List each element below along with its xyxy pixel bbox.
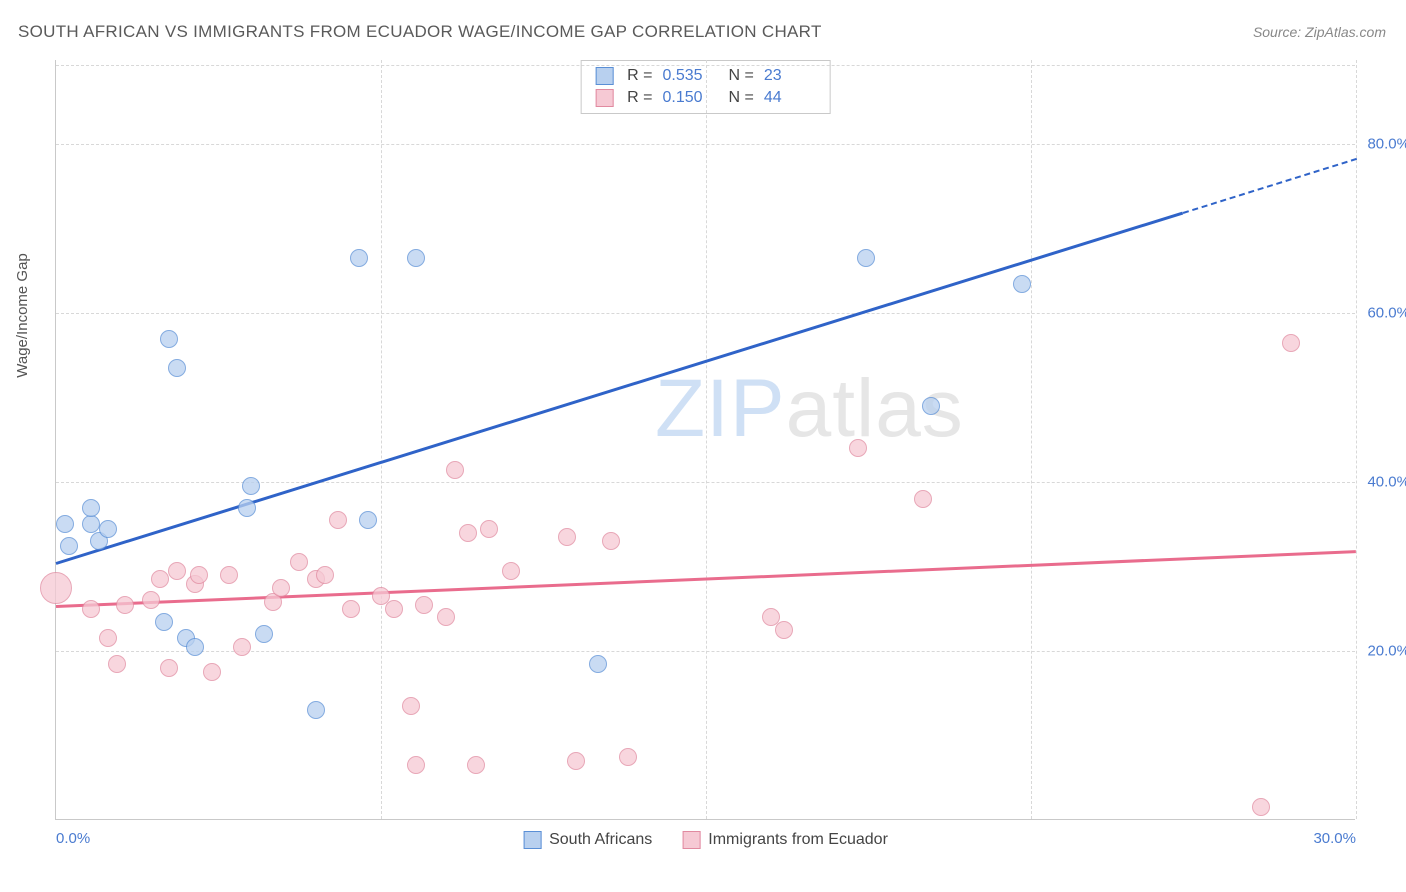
data-point	[480, 520, 498, 538]
stat-n-label: N =	[729, 67, 754, 85]
legend-label: Immigrants from Ecuador	[708, 831, 888, 849]
gridline-vertical	[381, 60, 382, 819]
data-point	[589, 655, 607, 673]
data-point	[238, 499, 256, 517]
data-point	[160, 330, 178, 348]
trend-line	[56, 212, 1184, 565]
data-point	[558, 528, 576, 546]
data-point	[467, 756, 485, 774]
data-point	[385, 600, 403, 618]
data-point	[1282, 334, 1300, 352]
legend-swatch	[595, 67, 613, 85]
data-point	[99, 629, 117, 647]
data-point	[168, 562, 186, 580]
scatter-plot: ZIPatlas R =0.535N =23R =0.150N =44 Sout…	[55, 60, 1355, 820]
data-point	[155, 613, 173, 631]
data-point	[56, 515, 74, 533]
trend-line-dashed	[1182, 158, 1356, 214]
data-point	[914, 490, 932, 508]
legend-item: Immigrants from Ecuador	[682, 831, 888, 849]
data-point	[342, 600, 360, 618]
data-point	[316, 566, 334, 584]
y-tick-label: 80.0%	[1367, 136, 1406, 153]
y-tick-label: 20.0%	[1367, 643, 1406, 660]
x-tick-label: 0.0%	[56, 830, 90, 847]
data-point	[446, 461, 464, 479]
data-point	[290, 553, 308, 571]
data-point	[82, 499, 100, 517]
data-point	[619, 748, 637, 766]
data-point	[407, 756, 425, 774]
gridline-vertical	[1031, 60, 1032, 819]
data-point	[849, 439, 867, 457]
data-point	[186, 638, 204, 656]
stat-r-label: R =	[627, 89, 652, 107]
data-point	[775, 621, 793, 639]
data-point	[307, 701, 325, 719]
data-point	[108, 655, 126, 673]
stat-r-label: R =	[627, 67, 652, 85]
y-tick-label: 40.0%	[1367, 474, 1406, 491]
data-point	[116, 596, 134, 614]
data-point	[502, 562, 520, 580]
legend-label: South Africans	[549, 831, 652, 849]
data-point	[567, 752, 585, 770]
data-point	[255, 625, 273, 643]
legend: South Africans Immigrants from Ecuador	[515, 831, 896, 849]
chart-title: SOUTH AFRICAN VS IMMIGRANTS FROM ECUADOR…	[18, 22, 822, 42]
data-point	[602, 532, 620, 550]
data-point	[168, 359, 186, 377]
y-tick-label: 60.0%	[1367, 305, 1406, 322]
legend-swatch	[682, 831, 700, 849]
data-point	[82, 600, 100, 618]
data-point	[857, 249, 875, 267]
watermark: ZIPatlas	[655, 362, 964, 456]
data-point	[242, 477, 260, 495]
y-axis-label: Wage/Income Gap	[14, 253, 31, 378]
data-point	[151, 570, 169, 588]
data-point	[1013, 275, 1031, 293]
data-point	[1252, 798, 1270, 816]
data-point	[350, 249, 368, 267]
legend-item: South Africans	[523, 831, 652, 849]
data-point	[272, 579, 290, 597]
data-point	[60, 537, 78, 555]
gridline-vertical	[1356, 60, 1357, 819]
data-point	[459, 524, 477, 542]
legend-swatch	[595, 89, 613, 107]
data-point	[220, 566, 238, 584]
data-point	[402, 697, 420, 715]
data-point	[359, 511, 377, 529]
gridline-vertical	[706, 60, 707, 819]
data-point	[415, 596, 433, 614]
data-point	[190, 566, 208, 584]
data-point	[233, 638, 251, 656]
data-point	[437, 608, 455, 626]
data-point	[407, 249, 425, 267]
data-point	[142, 591, 160, 609]
data-point	[160, 659, 178, 677]
stat-n-value: 44	[764, 89, 816, 107]
stat-n-label: N =	[729, 89, 754, 107]
data-point	[922, 397, 940, 415]
data-point	[203, 663, 221, 681]
legend-swatch	[523, 831, 541, 849]
source-label: Source: ZipAtlas.com	[1253, 24, 1386, 40]
data-point	[99, 520, 117, 538]
data-point	[329, 511, 347, 529]
data-point	[40, 572, 72, 604]
stat-n-value: 23	[764, 67, 816, 85]
x-tick-label: 30.0%	[1313, 830, 1356, 847]
data-point	[82, 515, 100, 533]
